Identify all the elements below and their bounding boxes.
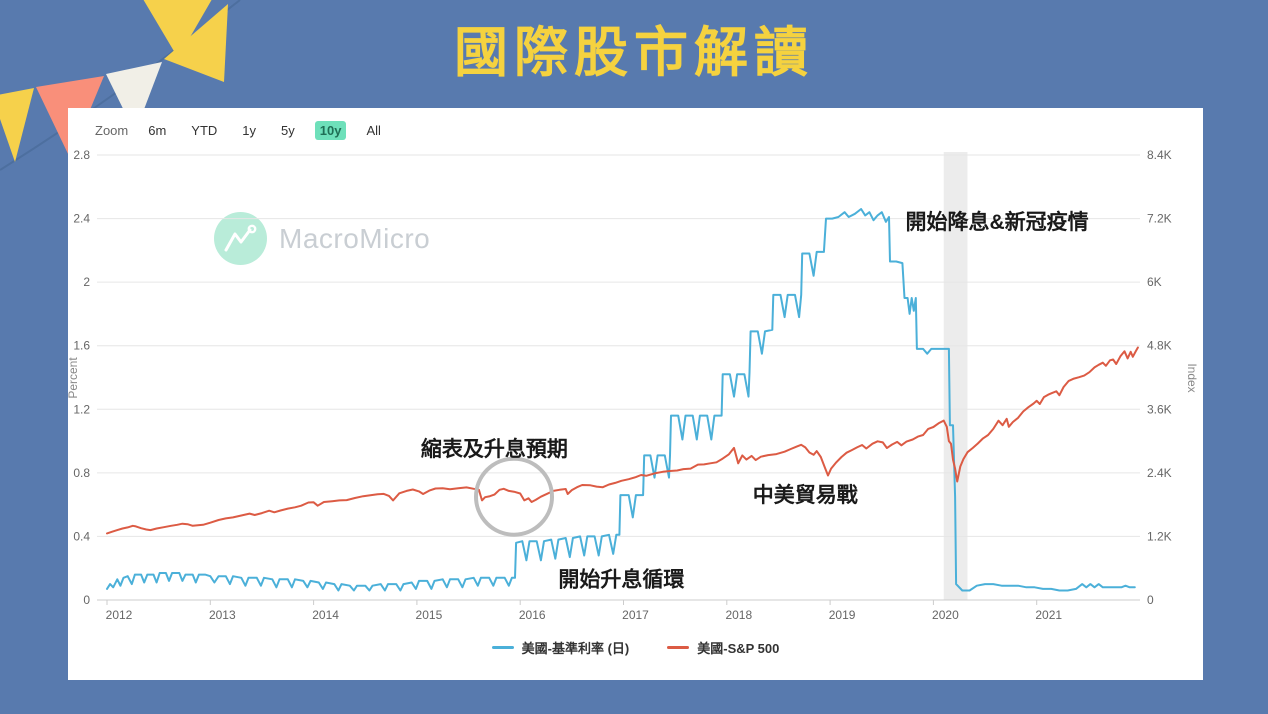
series-line-us-sp500 <box>106 346 1139 535</box>
legend-label-base-rate: 美國-基準利率 (日) <box>521 641 630 656</box>
pennant-flag <box>0 88 34 162</box>
x-axis-tick-label: 2016 <box>519 608 546 622</box>
x-axis-tick-label: 2020 <box>932 608 959 622</box>
y-axis-tick-label-right: 3.6K <box>1147 402 1172 416</box>
y-axis-tick-label-right: 0 <box>1147 593 1154 607</box>
legend-label-sp500: 美國-S&P 500 <box>697 641 780 656</box>
y-axis-tick-label-right: 2.4K <box>1147 466 1172 480</box>
pennant-flag <box>164 4 228 82</box>
x-axis-tick-label: 2018 <box>725 608 752 622</box>
y-axis-title-left: Percent <box>68 357 80 399</box>
pennant-flag <box>106 62 162 133</box>
annotation-text: 中美貿易戰 <box>753 483 858 507</box>
y-axis-tick-label-left: 0.4 <box>73 529 90 543</box>
y-axis-tick-label-left: 1.2 <box>73 402 90 416</box>
y-axis-tick-label-right: 8.4K <box>1147 148 1172 162</box>
annotation-text: 開始升息循環 <box>558 567 685 591</box>
legend-swatch-sp500 <box>667 646 690 649</box>
zoom-label: Zoom <box>95 123 129 138</box>
chart-legend: 美國-基準利率 (日) 美國-S&P 500 <box>68 638 1203 657</box>
legend-item-sp500[interactable]: 美國-S&P 500 <box>667 638 779 657</box>
y-axis-tick-label-left: 2.4 <box>73 212 90 226</box>
zoom-option-all[interactable]: All <box>366 123 381 138</box>
zoom-option-6m[interactable]: 6m <box>148 123 167 138</box>
zoom-option-1y[interactable]: 1y <box>242 123 257 138</box>
page-title: 國際股市解讀 <box>454 23 814 83</box>
legend-swatch-base-rate <box>491 646 514 649</box>
y-axis-tick-label-right: 6K <box>1147 275 1162 289</box>
line-chart: 0 0.4 0.8 1.2 1.6 2 2.4 2.8 0 1.2K 2.4K 3.6K 4.8K 6K 7… <box>68 148 1199 622</box>
x-axis-tick-label: 2012 <box>106 608 133 622</box>
pennant-flag <box>143 0 212 58</box>
highlight-band-2020 <box>943 152 968 600</box>
x-axis-tick-label: 2021 <box>1035 608 1062 622</box>
annotation-circle <box>474 456 555 537</box>
y-axis-tick-label-right: 4.8K <box>1147 339 1172 353</box>
y-axis-tick-label-right: 1.2K <box>1147 529 1172 543</box>
y-axis-tick-label-left: 2 <box>83 275 90 289</box>
chart-card: Zoom 6m YTD 1y 5y 10y All MacroMicro 0 0.… <box>68 108 1203 680</box>
y-axis-tick-label-left: 2.8 <box>73 148 90 162</box>
x-axis-tick-label: 2015 <box>416 608 443 622</box>
x-axis-tick-label: 2014 <box>312 608 339 622</box>
annotation-text: 縮表及升息預期 <box>421 437 568 461</box>
y-axis-tick-label-right: 7.2K <box>1147 212 1172 226</box>
zoom-option-5y[interactable]: 5y <box>281 123 295 138</box>
zoom-option-ytd[interactable]: YTD <box>191 123 218 138</box>
y-axis-tick-label-left: 0.8 <box>73 466 90 480</box>
x-axis-tick-label: 2017 <box>622 608 649 622</box>
x-axis-tick-label: 2019 <box>829 608 856 622</box>
zoom-option-10y[interactable]: 10y <box>314 121 347 140</box>
annotation-text: 開始降息&新冠疫情 <box>906 210 1089 234</box>
series-line-us-base-rate <box>106 208 1136 592</box>
legend-item-base-rate[interactable]: 美國-基準利率 (日) <box>491 638 630 657</box>
y-axis-title-right: Index <box>1185 363 1199 392</box>
x-axis-tick-label: 2013 <box>209 608 236 622</box>
zoom-toolbar: Zoom 6m YTD 1y 5y 10y All <box>95 121 386 140</box>
y-axis-tick-label-left: 1.6 <box>73 339 90 353</box>
y-axis-tick-label-left: 0 <box>83 593 90 607</box>
